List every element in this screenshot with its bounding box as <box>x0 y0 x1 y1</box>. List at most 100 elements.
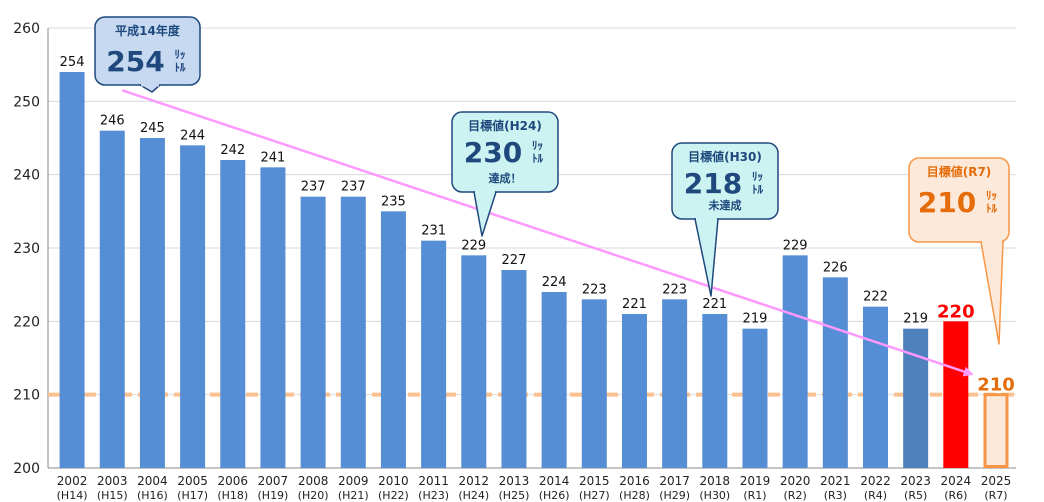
x-tick-era-label: (H18) <box>217 489 248 502</box>
callout-r7-unit-bottom: ﾄﾙ <box>986 202 997 215</box>
x-tick-label: 2009 <box>338 474 369 488</box>
bar-2006 <box>220 160 246 468</box>
callout-r7-value: 210 <box>918 186 976 219</box>
y-tick-label: 210 <box>13 388 40 404</box>
x-tick-label: 2013 <box>499 474 530 488</box>
x-tick-label: 2021 <box>820 474 851 488</box>
y-tick-label: 200 <box>13 461 40 477</box>
bar-2003 <box>99 130 125 468</box>
value-label-2014: 224 <box>542 275 567 290</box>
x-tick-era-label: (H22) <box>378 489 409 502</box>
x-tick-era-label: (H24) <box>458 489 489 502</box>
x-tick-label: 2019 <box>740 474 771 488</box>
bar-2011 <box>421 240 447 468</box>
x-tick-era-label: (H20) <box>298 489 329 502</box>
callout-h24-box <box>451 111 559 193</box>
bars <box>59 72 1009 469</box>
x-tick-label: 2007 <box>258 474 289 488</box>
x-tick-label: 2011 <box>418 474 449 488</box>
value-label-2004: 245 <box>140 121 165 136</box>
bar-2008 <box>300 196 326 468</box>
bar-2014 <box>541 292 567 468</box>
x-tick-label: 2020 <box>780 474 811 488</box>
y-axis-ticks: 200 210 220 230 240 250 260 <box>13 21 40 477</box>
callout-r7-pointer <box>980 241 1004 345</box>
bar-2016 <box>621 314 647 468</box>
callout-h30-head: 目標値(H30) <box>688 149 762 164</box>
value-label-2020: 229 <box>783 238 808 253</box>
callout-h24-note: 達成！ <box>489 171 522 185</box>
value-labels: 254 246 245 244 242 241 237 237 235 231 229 227 224 2… <box>60 55 1015 396</box>
x-tick-label: 2024 <box>941 474 972 488</box>
x-tick-era-label: (R5) <box>904 489 927 502</box>
x-tick-era-label: (H14) <box>57 489 88 502</box>
x-tick-era-label: (H30) <box>699 489 730 502</box>
bar-2019 <box>742 328 768 468</box>
x-tick-label: 2023 <box>900 474 931 488</box>
value-label-2010: 235 <box>381 194 406 209</box>
callout-h30-note: 未達成 <box>708 198 742 212</box>
bar-2002 <box>59 72 85 468</box>
bar-2009 <box>340 196 366 468</box>
x-tick-era-label: (R6) <box>944 489 967 502</box>
x-tick-label: 2003 <box>97 474 128 488</box>
bar-2005 <box>180 145 206 469</box>
x-tick-label: 2008 <box>298 474 329 488</box>
x-tick-label: 2016 <box>619 474 650 488</box>
value-label-2023: 219 <box>903 312 928 327</box>
value-label-2025: 210 <box>977 375 1015 396</box>
bar-2012 <box>461 255 487 468</box>
value-label-2003: 246 <box>100 114 125 129</box>
callout-h24-unit-bottom: ﾄﾙ <box>532 152 543 165</box>
value-label-2011: 231 <box>421 224 446 239</box>
x-tick-label: 2012 <box>459 474 490 488</box>
x-tick-era-label: (H21) <box>338 489 369 502</box>
bar-2024 <box>943 321 969 468</box>
callout-h30-unit-top: ﾘｯ <box>752 170 763 183</box>
x-tick-label: 2017 <box>659 474 690 488</box>
value-label-2016: 221 <box>622 297 647 312</box>
value-label-2017: 223 <box>662 282 687 297</box>
x-tick-era-label: (H26) <box>539 489 570 502</box>
callout-h30-box <box>671 142 779 220</box>
value-label-2009: 237 <box>341 180 366 195</box>
x-tick-label: 2025 <box>981 474 1012 488</box>
trend-arrow <box>121 89 974 377</box>
bar-2015 <box>581 299 607 468</box>
bar-2023 <box>903 328 929 468</box>
callout-h30-value: 218 <box>684 167 742 200</box>
value-label-2018: 221 <box>702 297 727 312</box>
callout-h14-unit-top: ﾘｯ <box>175 48 186 61</box>
callout-h14-unit-bottom: ﾄﾙ <box>175 61 186 74</box>
x-tick-label: 2010 <box>378 474 409 488</box>
callout-r7-box <box>908 157 1010 243</box>
callout-h14-value: 254 <box>106 45 164 78</box>
x-tick-era-label: (H25) <box>499 489 530 502</box>
callout-h24-head: 目標値(H24) <box>468 118 542 133</box>
x-tick-label: 2015 <box>579 474 610 488</box>
y-tick-label: 240 <box>13 168 40 184</box>
x-tick-era-label: (H19) <box>258 489 289 502</box>
value-label-2008: 237 <box>301 180 326 195</box>
value-label-2022: 222 <box>863 290 888 305</box>
x-tick-era-label: (H15) <box>97 489 128 502</box>
bar-2007 <box>260 167 286 469</box>
x-tick-label: 2002 <box>57 474 88 488</box>
value-label-2002: 254 <box>60 55 85 70</box>
value-label-2019: 219 <box>743 312 768 327</box>
x-tick-era-label: (R2) <box>784 489 807 502</box>
x-tick-label: 2005 <box>177 474 208 488</box>
x-tick-era-label: (H17) <box>177 489 208 502</box>
x-tick-era-label: (R7) <box>984 489 1007 502</box>
bar-2017 <box>662 299 688 468</box>
callout-r7-unit-top: ﾘｯ <box>986 189 997 202</box>
y-tick-label: 230 <box>13 241 40 257</box>
bar-2020 <box>782 255 808 468</box>
callout-h24-value: 230 <box>464 136 522 169</box>
x-tick-label: 2006 <box>217 474 248 488</box>
x-tick-label: 2022 <box>860 474 891 488</box>
